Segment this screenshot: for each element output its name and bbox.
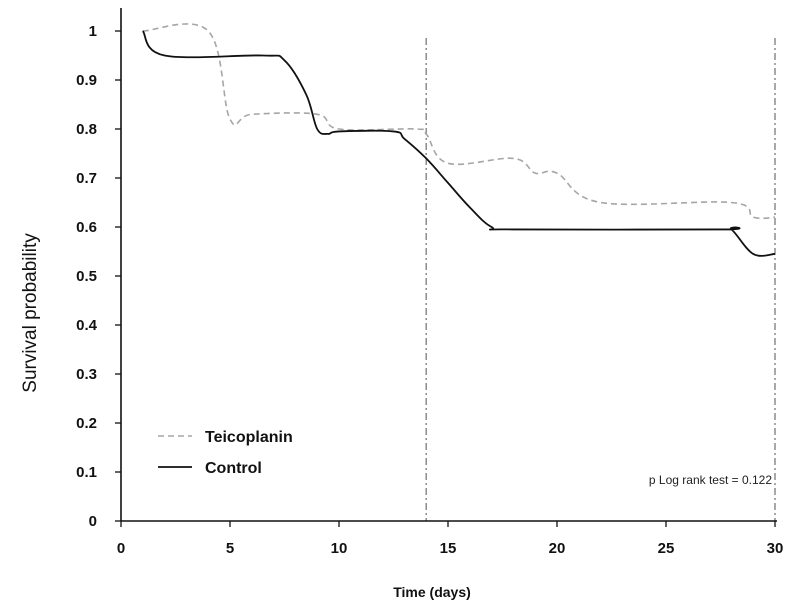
series-layer <box>142 23 776 257</box>
y-tick-label: 1 <box>89 23 97 40</box>
y-tick-label: 0.8 <box>76 121 97 138</box>
y-tick-label: 0.2 <box>76 415 97 432</box>
y-tick-label: 0.5 <box>76 268 97 285</box>
log-rank-annotation: p Log rank test = 0.122 <box>649 473 772 487</box>
y-axis-title: Survival probability <box>20 233 41 393</box>
reference-lines <box>425 38 776 521</box>
y-tick-label: 0 <box>89 513 97 530</box>
x-tick-label: 30 <box>767 540 784 557</box>
y-tick-label: 0.3 <box>76 366 97 383</box>
x-axis-title: Time (days) <box>393 584 471 600</box>
y-tick-label: 0.9 <box>76 72 97 89</box>
series-line-teicoplanin <box>142 23 776 220</box>
x-tick-label: 10 <box>331 540 348 557</box>
series-line-control <box>142 30 776 257</box>
legend-label-control: Control <box>205 460 262 477</box>
y-tick-label: 0.7 <box>76 170 97 187</box>
x-tick-label: 15 <box>440 540 457 557</box>
legend: Teicoplanin Control <box>158 429 293 477</box>
axes: 00.10.20.30.40.50.60.70.80.910 5 10 15 20 25 3… <box>76 8 783 557</box>
x-tick-label: 25 <box>658 540 675 557</box>
x-tick-label: 0 <box>117 540 125 557</box>
y-tick-label: 0.6 <box>76 219 97 236</box>
legend-label-teicoplanin: Teicoplanin <box>205 429 293 446</box>
x-tick-label: 20 <box>549 540 566 557</box>
x-tick-label: 5 <box>226 540 234 557</box>
y-tick-label: 0.1 <box>76 464 97 481</box>
y-tick-label: 0.4 <box>76 317 98 334</box>
